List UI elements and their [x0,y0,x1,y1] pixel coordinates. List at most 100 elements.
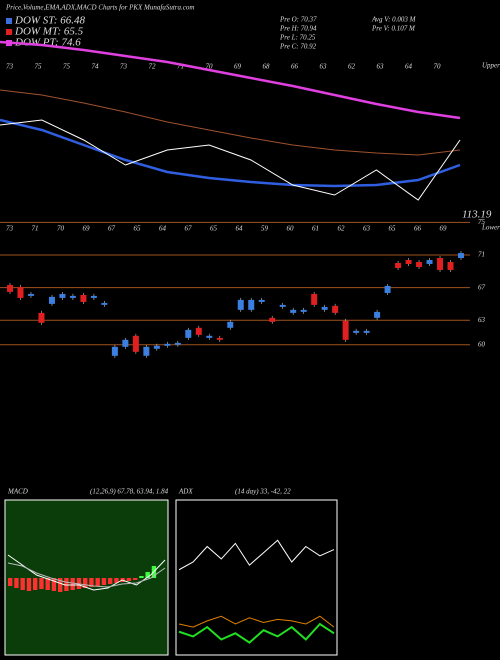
price-label: 63 [320,63,328,71]
price-label: 70 [206,63,214,71]
price-label: 74 [92,63,100,71]
candle-body [447,262,454,270]
info-text: Pre O: 70.37 [279,16,317,24]
candle-body [164,343,171,346]
price-label: 62 [338,225,346,233]
histogram-bar [70,578,75,590]
candle-body [279,304,286,307]
price-label: 69 [83,225,91,233]
candle-body [206,335,213,338]
chart-title: Price,Volume,EMA,ADX,MACD Charts for PKX… [5,4,194,12]
histogram-bar [39,578,44,589]
candle-body [48,296,55,304]
price-label: 67 [108,225,116,233]
price-label: 66 [414,225,422,233]
price-label: 75 [63,63,71,71]
candle-body [426,259,433,264]
candle-body [132,335,139,352]
y-tick-label: 63 [478,316,486,324]
candle-body [174,342,181,345]
candle-body [353,330,360,333]
histogram-bar [101,578,107,585]
candle-body [395,263,402,268]
price-label: 73 [120,63,128,71]
histogram-bar [58,578,63,592]
price-label: 66 [291,63,299,71]
histogram-bar [145,572,150,578]
candle-body [437,258,444,270]
histogram-bar [8,578,13,586]
price-label: 68 [263,63,271,71]
candle-body [384,285,391,293]
y-tick-label: 75 [478,218,486,226]
candle-body [416,262,423,267]
candle-body [111,346,118,356]
candle-body [90,295,97,298]
candle-body [153,345,160,349]
candle-body [185,329,192,338]
histogram-bar [139,576,144,578]
histogram-bar [133,578,138,580]
series-line [0,119,461,201]
price-label: 71 [177,63,184,71]
candle-body [405,259,412,264]
candle-body [216,337,223,340]
price-label: 65 [210,225,218,233]
histogram-bar [33,578,38,590]
series-line [178,539,335,571]
histogram-bar [51,578,57,591]
info-text: Avg V: 0.003 M [371,16,417,24]
histogram-bar [114,578,119,583]
price-label: 70 [57,225,65,233]
price-label: 61 [312,225,319,233]
candle-body [321,306,328,310]
price-label: 60 [287,225,295,233]
price-label: 65 [134,225,142,233]
price-label: 72 [149,63,157,71]
series-line [178,622,335,644]
price-label: 64 [236,225,244,233]
histogram-bar [45,578,50,590]
histogram-bar [26,578,32,591]
legend-swatch [6,29,12,35]
candle-body [69,295,76,298]
candle-body [458,253,464,259]
price-label: 69 [234,63,242,71]
histogram-bar [108,578,113,584]
candle-body [332,305,339,313]
histogram-bar [126,578,132,581]
y-tick-label: 71 [478,251,485,259]
series-line [0,118,461,188]
price-label: 73 [6,63,14,71]
candle-body [258,299,265,302]
info-text: Pre C: 70.92 [279,43,317,51]
candle-body [342,320,349,340]
price-label: 64 [405,63,413,71]
series-line [7,554,166,591]
y-tick-label: 60 [478,340,486,348]
price-label: 70 [434,63,442,71]
histogram-bar [89,578,94,587]
price-label: 63 [363,225,371,233]
candle-body [300,309,307,312]
candle-body [101,302,108,305]
histogram-bar [20,578,25,590]
price-label: 65 [389,225,397,233]
y-tick-label: 67 [478,283,486,291]
candle-body [17,286,24,298]
price-label: 69 [440,225,448,233]
price-label: 64 [159,225,167,233]
price-label: 71 [32,225,39,233]
macd-params: (12,26,9) 67.78, 63.94, 1.84 [90,488,169,496]
info-text: Pre V: 0.107 M [371,25,416,33]
info-text: Pre H: 70.94 [279,25,317,33]
series-line [0,40,461,120]
candle-body [311,293,318,305]
adx-label: ADX [178,488,193,496]
series-line [0,89,461,156]
legend-text: DOW ST: 66.48 [14,15,85,27]
candle-body [374,311,381,318]
candle-body [195,327,202,335]
lower-label: Lower [481,224,500,232]
